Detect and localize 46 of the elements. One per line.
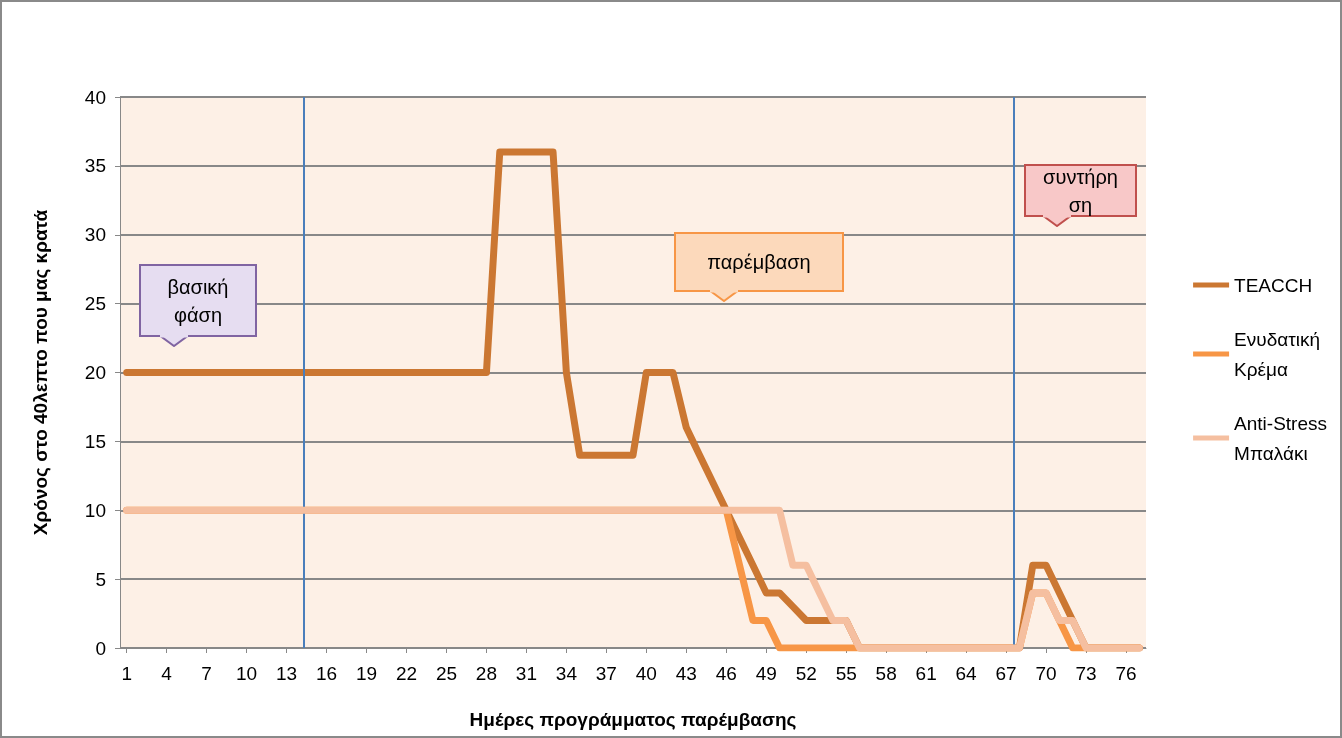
x-tick-label: 43	[675, 663, 697, 684]
annotation: συντήρηση	[1042, 164, 1119, 218]
x-tick-label: 46	[715, 663, 737, 684]
y-tick-label: 35	[84, 155, 106, 177]
y-tick-label: 40	[84, 86, 106, 108]
callout: παρέμβαση	[674, 232, 844, 302]
callout: βασική φάση	[139, 264, 257, 347]
x-tick-label: 52	[795, 663, 817, 684]
x-tick-label: 70	[1035, 663, 1057, 684]
x-tick-label: 1	[121, 663, 132, 684]
x-tick-label: 22	[395, 663, 418, 684]
x-tick-label: 10	[236, 663, 258, 684]
x-tick-label: 31	[515, 663, 537, 684]
x-tick-label: 16	[315, 663, 338, 684]
legend-label: Ενυδατική Κρέμα	[1234, 328, 1321, 380]
x-tick-label: 4	[161, 663, 173, 684]
y-tick-label: 20	[84, 362, 106, 383]
x-tick-label: 61	[915, 663, 937, 684]
x-tick-label: 64	[955, 663, 978, 684]
x-tick-label: 34	[555, 663, 578, 684]
y-tick-label: 30	[84, 224, 106, 246]
y-tick-label: 5	[95, 568, 106, 590]
x-tick-label: 13	[275, 663, 298, 684]
legend-label: Anti-Stress Μπαλάκι	[1234, 412, 1328, 464]
x-tick-label: 28	[475, 663, 497, 684]
annotation: παρέμβαση	[707, 250, 811, 275]
x-tick-label: 37	[595, 663, 617, 684]
x-tick-label: 19	[355, 663, 378, 684]
x-tick-label: 7	[201, 663, 212, 684]
y-tick-label: 10	[84, 499, 106, 521]
y-tick-label: 0	[95, 637, 106, 659]
x-tick-label: 25	[435, 663, 458, 684]
y-tick-label: 25	[84, 293, 106, 315]
x-tick-label: 55	[835, 663, 857, 684]
x-tick-label: 40	[635, 663, 657, 684]
x-tick-label: 76	[1115, 663, 1137, 684]
y-tick-label: 15	[84, 430, 106, 452]
x-tick-label: 58	[875, 663, 897, 684]
x-axis-title: Ημέρες προγράμματος παρέμβασης	[469, 709, 797, 730]
x-tick-label: 67	[995, 663, 1017, 684]
annotation: βασική φάση	[166, 274, 230, 328]
callout: συντήρηση	[1024, 164, 1137, 227]
y-axis-title: Χρόνος στο 40λεπτο που μας κρατά	[30, 209, 51, 536]
x-tick-label: 49	[755, 663, 777, 684]
x-tick-label: 73	[1075, 663, 1097, 684]
legend-label: TEACCH	[1234, 274, 1313, 296]
